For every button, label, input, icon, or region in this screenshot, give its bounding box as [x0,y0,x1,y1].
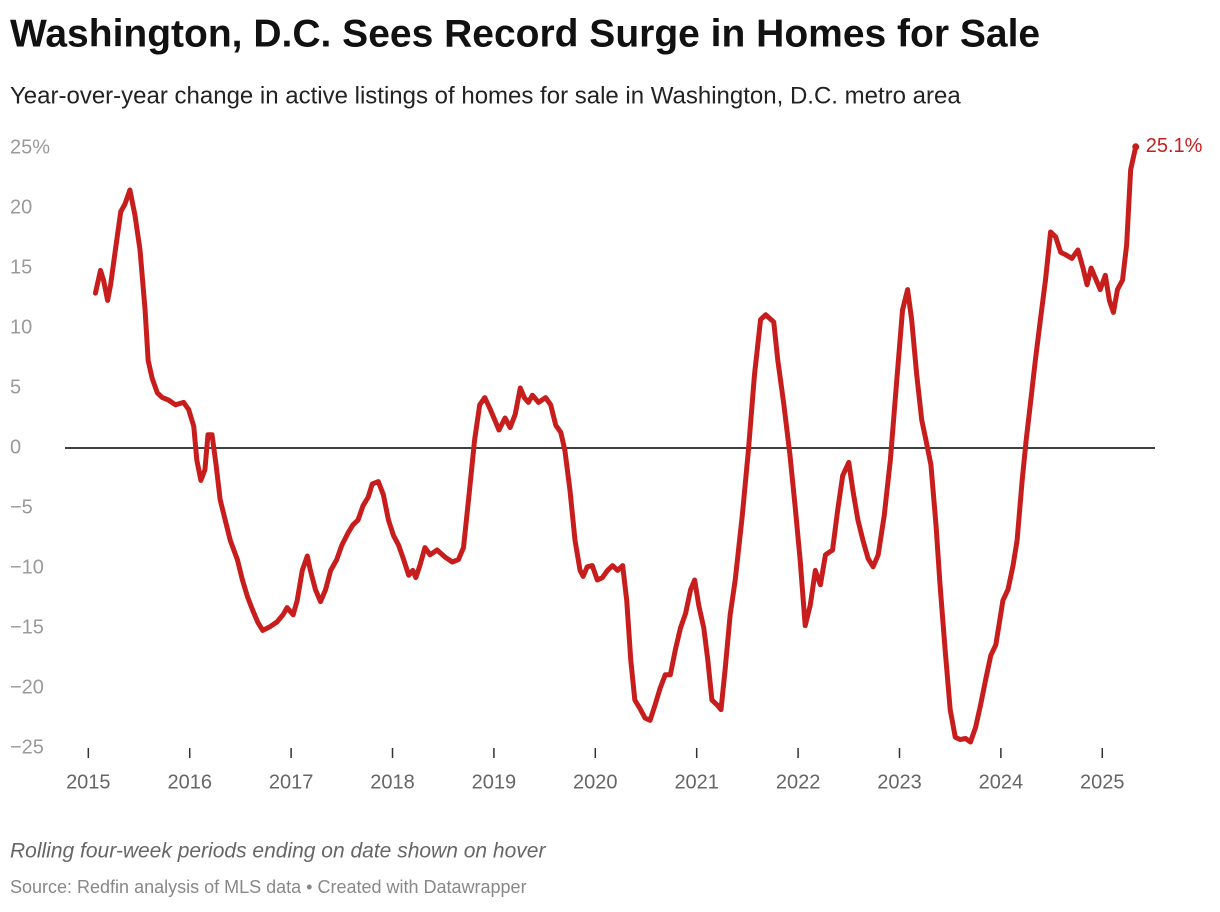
x-tick-label: 2017 [269,771,314,793]
x-tick-label: 2021 [674,771,719,793]
y-tick-label: 0 [10,436,21,458]
y-tick-label: −20 [10,676,44,698]
x-tick-label: 2016 [167,771,212,793]
x-tick-label: 2024 [979,771,1024,793]
x-tick-label: 2022 [776,771,821,793]
y-tick-label: 20 [10,196,32,218]
end-point [1132,143,1140,151]
y-tick-label: 25% [10,136,50,158]
y-tick-label: −25 [10,736,44,758]
y-tick-label: 15 [10,256,32,278]
chart-note: Rolling four-week periods ending on date… [10,840,546,863]
x-tick-label: 2015 [66,771,111,793]
value-label: 25.1% [1146,135,1203,157]
line-series [92,144,1139,745]
chart-title: Washington, D.C. Sees Record Surge in Ho… [10,12,1040,55]
y-tick-label: 10 [10,316,32,338]
y-tick-label: −5 [10,496,33,518]
y-tick-label: −10 [10,556,44,578]
x-tick-label: 2023 [877,771,922,793]
x-tick-label: 2019 [472,771,517,793]
y-tick-label: −15 [10,616,44,638]
x-tick-label: 2018 [370,771,415,793]
x-tick-label: 2020 [573,771,618,793]
x-tick-label: 2025 [1080,771,1125,793]
chart-source: Source: Redfin analysis of MLS data • Cr… [10,877,527,897]
y-tick-label: 5 [10,376,21,398]
chart-subtitle: Year-over-year change in active listings… [10,82,961,109]
